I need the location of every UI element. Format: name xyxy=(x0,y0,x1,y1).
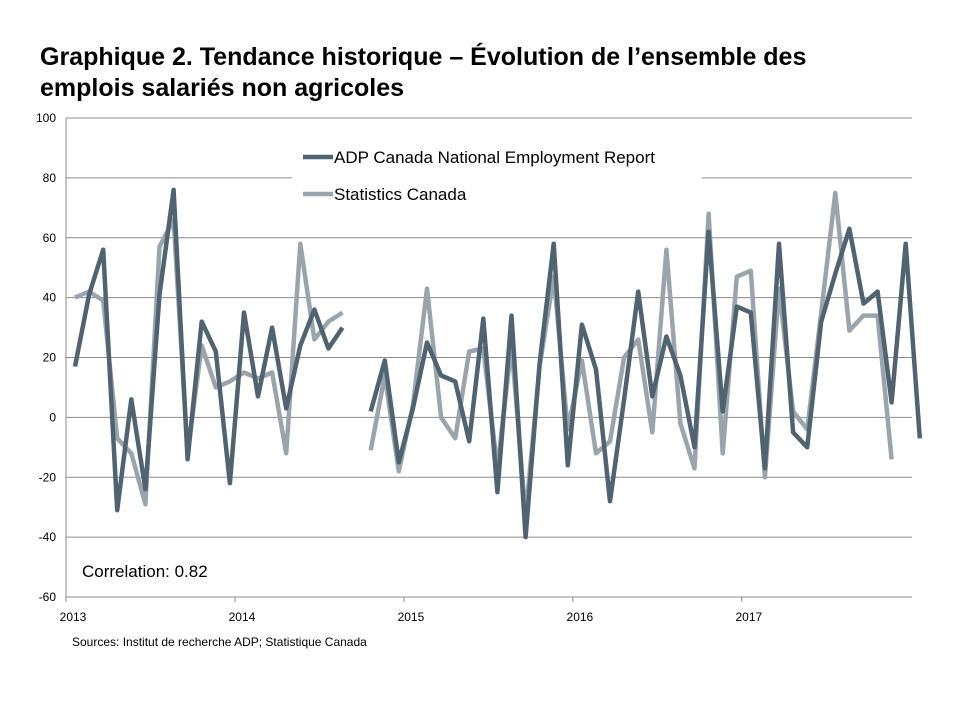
y-tick-label: 20 xyxy=(43,351,57,365)
y-tick-label: 60 xyxy=(43,231,57,245)
x-tick-label: 2013 xyxy=(60,610,87,624)
chart-legend: ADP Canada National Employment Report Sta… xyxy=(292,130,702,213)
legend-label: Statistics Canada xyxy=(334,185,467,204)
y-tick-label: 80 xyxy=(43,171,57,185)
y-axis-tick-labels: -60 -40 -20 0 20 40 60 80 100 xyxy=(36,111,56,604)
correlation-annotation: Correlation: 0.82 xyxy=(82,562,208,581)
x-tick-label: 2014 xyxy=(229,610,256,624)
chart-title: Graphique 2. Tendance historique – Évolu… xyxy=(40,42,940,104)
y-tick-label: 100 xyxy=(36,111,56,125)
y-tick-label: 40 xyxy=(43,291,57,305)
chart-title-line-1: Graphique 2. Tendance historique – Évolu… xyxy=(40,43,807,71)
x-tick-label: 2016 xyxy=(567,610,594,624)
x-tick-label: 2015 xyxy=(398,610,425,624)
legend-box xyxy=(292,130,702,213)
y-tick-label: 0 xyxy=(49,410,56,424)
chart-title-line-2: emplois salariés non agricoles xyxy=(40,74,405,102)
series-line-adp xyxy=(72,187,923,540)
y-tick-label: -40 xyxy=(39,530,57,544)
chart-axes xyxy=(65,118,912,602)
x-axis-tick-labels: 2013 2014 2015 2016 2017 xyxy=(60,610,763,624)
source-note: Sources: Institut de recherche ADP; Stat… xyxy=(72,635,367,649)
chart-series xyxy=(72,187,923,540)
y-tick-label: -20 xyxy=(39,470,57,484)
y-tick-label: -60 xyxy=(39,590,57,604)
legend-label: ADP Canada National Employment Report xyxy=(334,148,655,167)
x-tick-label: 2017 xyxy=(735,610,762,624)
